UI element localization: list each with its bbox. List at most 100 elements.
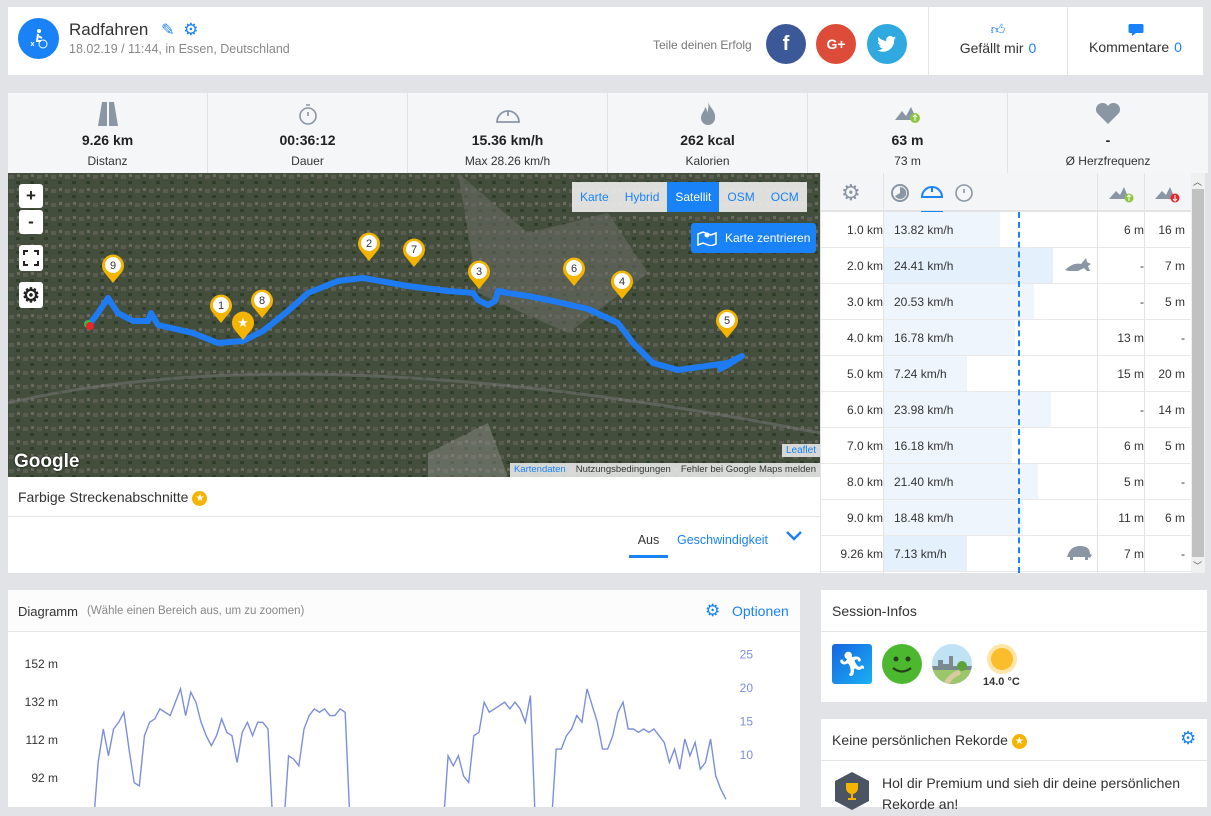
rabbit-icon <box>1064 256 1092 277</box>
route-marker-8[interactable]: 8 <box>250 289 274 319</box>
terms-link[interactable]: Nutzungsbedingungen <box>575 464 671 475</box>
city-park-icon <box>932 644 972 684</box>
speedometer-icon <box>408 101 607 127</box>
fullscreen-icon[interactable] <box>19 245 43 271</box>
split-distance: 6.0 km <box>846 403 883 417</box>
edit-pencil-icon[interactable]: ✎ <box>161 22 175 39</box>
like-label: Gefällt mir <box>959 40 1024 56</box>
options-button[interactable]: Optionen <box>732 603 789 619</box>
speed-bar <box>883 320 1015 355</box>
diagram-hint: (Wähle einen Bereich aus, um zu zoomen) <box>87 605 305 617</box>
split-distance: 4.0 km <box>846 331 883 345</box>
route-marker-2[interactable]: 2 <box>357 232 381 262</box>
stat-heart-rate: - Ø Herzfrequenz <box>1008 93 1208 173</box>
split-row: 3.0 km 20.53 km/h - 5 m <box>821 284 1191 320</box>
scroll-up-icon[interactable]: ︿ <box>1193 177 1203 187</box>
tab-aus[interactable]: Aus <box>629 533 668 558</box>
split-distance: 7.0 km <box>846 439 883 453</box>
records-panel: Keine persönlichen Rekorde ★ ⚙ Hol dir Pr… <box>821 719 1207 812</box>
splits-table: ⚙ 1.0 km 13.82 km/h 6 m 16 m 2.0 km 24.4… <box>821 173 1191 573</box>
speed-bar <box>883 248 1054 283</box>
stat-speed: 15.36 km/h Max 28.26 km/h <box>408 93 608 173</box>
stat-label: Dauer <box>291 154 324 168</box>
route-marker-4[interactable]: 4 <box>610 270 634 300</box>
layer-osm[interactable]: OSM <box>727 190 755 204</box>
speed-tab-icon[interactable] <box>920 183 944 213</box>
like-button[interactable]: 👍︎ Gefällt mir 0 <box>929 7 1067 75</box>
session-infos-panel: Session-Infos 🏃︎ 14.0 °C <box>821 590 1207 702</box>
premium-star-icon: ★ <box>192 490 208 506</box>
split-row: 8.0 km 21.40 km/h 5 m - <box>821 464 1191 500</box>
time-tab-icon[interactable] <box>954 182 974 207</box>
comments-button[interactable]: Kommentare 0 <box>1068 7 1203 75</box>
layer-satellit[interactable]: Satellit <box>667 182 720 212</box>
google-plus-share-button[interactable]: G+ <box>816 24 856 64</box>
layer-ocm[interactable]: OCM <box>770 190 799 204</box>
speed-bar <box>883 500 1024 535</box>
stat-value: 00:36:12 <box>279 132 336 148</box>
layer-hybrid[interactable]: Hybrid <box>624 190 660 204</box>
split-elevation-up: - <box>1140 259 1144 273</box>
route-marker-3[interactable]: 3 <box>467 260 491 290</box>
center-map-button[interactable]: Karte zentrieren <box>691 223 816 253</box>
session-title: Session-Infos <box>832 603 917 619</box>
diagram-panel: Diagramm (Wähle einen Bereich aus, um zu… <box>8 590 800 807</box>
right-axis-tick: 25 <box>740 648 754 662</box>
zoom-in-button[interactable]: + <box>19 184 43 208</box>
pace-tab-icon[interactable] <box>890 183 910 208</box>
route-map[interactable]: 1 2 3 4 5 6 7 8 9 ★ + - ⚙ Karte Hybrid Satellit O… <box>8 173 820 477</box>
route-marker-7[interactable]: 7 <box>402 238 426 268</box>
right-axis-tick: 20 <box>740 681 754 695</box>
tab-geschwindigkeit[interactable]: Geschwindigkeit <box>677 533 769 547</box>
table-settings-gear-icon[interactable]: ⚙ <box>841 180 861 205</box>
share-label: Teile deinen Erfolg <box>653 38 752 52</box>
split-speed: 16.78 km/h <box>894 331 954 345</box>
split-elevation-down: - <box>1181 475 1185 489</box>
split-row: 2.0 km 24.41 km/h - 7 m <box>821 248 1191 284</box>
map-layer-switcher: Karte Hybrid Satellit OSM OCM <box>572 182 807 212</box>
layer-karte[interactable]: Karte <box>580 190 609 204</box>
chevron-down-icon[interactable] <box>786 529 802 547</box>
svg-text:2: 2 <box>366 238 372 250</box>
gear-icon[interactable]: ⚙ <box>183 20 199 39</box>
leaflet-link[interactable]: Leaflet <box>781 444 820 457</box>
split-elevation-up: 13 m <box>1117 331 1144 345</box>
split-speed: 23.98 km/h <box>894 403 954 417</box>
split-elevation-up: - <box>1140 295 1144 309</box>
diagram-title: Diagramm <box>18 604 78 619</box>
kartendaten-link[interactable]: Kartendaten <box>513 464 566 475</box>
split-elevation-down: 5 m <box>1164 295 1185 309</box>
split-row: 9.26 km 7.13 km/h 7 m - <box>821 536 1191 572</box>
records-gear-icon[interactable]: ⚙ <box>1180 728 1197 748</box>
report-error-link[interactable]: Fehler bei Google Maps melden <box>680 464 816 475</box>
elevation-speed-chart[interactable]: 152 m 132 m 112 m 92 m 25 20 15 10 <box>8 632 800 807</box>
route-marker-9[interactable]: 9 <box>101 254 125 284</box>
facebook-share-button[interactable]: f <box>766 24 806 64</box>
scrollbar-thumb[interactable] <box>1192 189 1204 557</box>
route-marker-6[interactable]: 6 <box>562 257 586 287</box>
map-settings-gear-icon[interactable]: ⚙ <box>19 282 43 308</box>
table-scrollbar[interactable]: ︿ ﹀ <box>1191 173 1205 573</box>
activity-header: Radfahren ✎ ⚙ 18.02.19 / 11:44, in Essen… <box>8 7 1203 75</box>
splits-header: ⚙ <box>821 173 1191 213</box>
options-gear-icon[interactable]: ⚙ <box>705 601 721 620</box>
left-axis-tick: 152 m <box>25 657 58 671</box>
zoom-out-button[interactable]: - <box>19 210 43 234</box>
elevation-up-icon <box>1109 185 1135 208</box>
stat-value: 15.36 km/h <box>471 132 544 148</box>
route-marker-1[interactable]: 1 <box>209 294 233 324</box>
road-icon <box>8 101 207 127</box>
twitter-share-button[interactable] <box>867 24 907 64</box>
stat-label: Distanz <box>87 154 128 168</box>
cycling-icon <box>18 18 59 59</box>
happy-face-icon <box>882 644 922 684</box>
route-marker-5[interactable]: 5 <box>715 309 739 339</box>
speed-bar <box>883 356 968 391</box>
left-axis-tick: 132 m <box>25 695 58 709</box>
stat-calories: 262 kcal Kalorien <box>608 93 808 173</box>
star-marker[interactable]: ★ <box>231 311 255 346</box>
split-elevation-down: 6 m <box>1164 511 1185 525</box>
stat-label: 73 m <box>894 154 921 168</box>
scroll-down-icon[interactable]: ﹀ <box>1193 561 1203 571</box>
stat-value: 9.26 km <box>81 132 134 148</box>
